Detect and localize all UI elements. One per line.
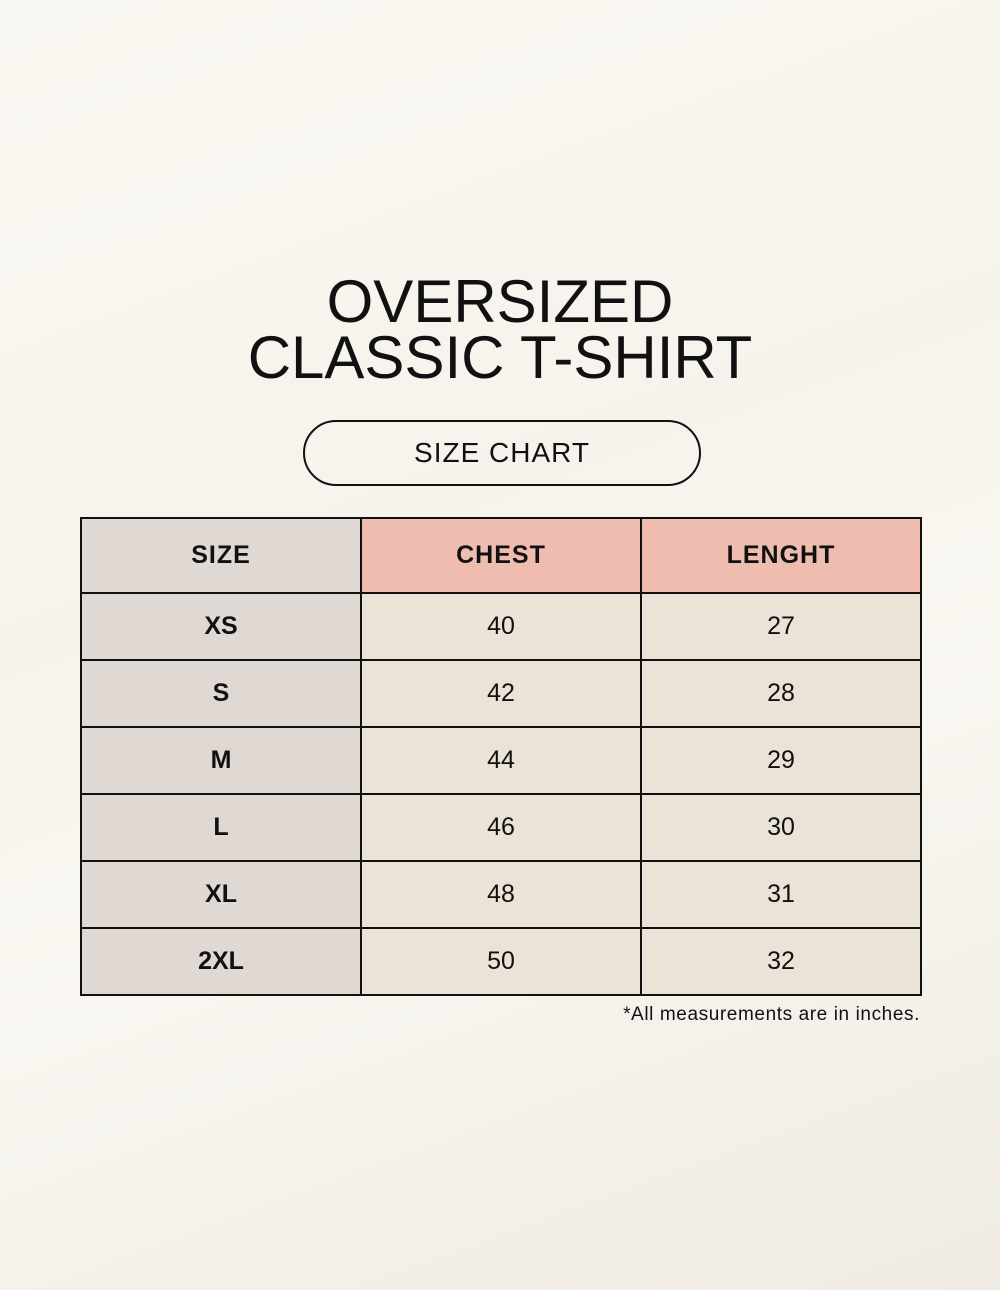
length-cell: 30 <box>640 793 922 862</box>
page-title: OVERSIZED CLASSIC T-SHIRT <box>0 268 1000 391</box>
table-header-row: SIZE CHEST LENGHT <box>80 517 922 594</box>
size-chart-table: SIZE CHEST LENGHT XS 40 27 S 42 28 M 44 29 L 46 30 X… <box>80 517 922 996</box>
chest-cell: 40 <box>360 592 642 661</box>
table-row: XS 40 27 <box>80 592 922 661</box>
header-chest: CHEST <box>360 517 642 594</box>
table-row: 2XL 50 32 <box>80 927 922 996</box>
size-cell: 2XL <box>80 927 362 996</box>
chest-cell: 42 <box>360 659 642 728</box>
length-cell: 28 <box>640 659 922 728</box>
length-cell: 29 <box>640 726 922 795</box>
size-cell: XS <box>80 592 362 661</box>
chest-cell: 44 <box>360 726 642 795</box>
table-row: XL 48 31 <box>80 860 922 929</box>
chest-cell: 46 <box>360 793 642 862</box>
chest-cell: 50 <box>360 927 642 996</box>
table-row: L 46 30 <box>80 793 922 862</box>
size-cell: M <box>80 726 362 795</box>
size-cell: L <box>80 793 362 862</box>
table-row: S 42 28 <box>80 659 922 728</box>
header-length: LENGHT <box>640 517 922 594</box>
header-size: SIZE <box>80 517 362 594</box>
title-line-1: OVERSIZED <box>326 268 674 335</box>
title-line-2: CLASSIC T-SHIRT <box>247 324 753 391</box>
chest-cell: 48 <box>360 860 642 929</box>
length-cell: 32 <box>640 927 922 996</box>
table-row: M 44 29 <box>80 726 922 795</box>
length-cell: 27 <box>640 592 922 661</box>
size-chart-label: SIZE CHART <box>303 420 701 486</box>
size-cell: S <box>80 659 362 728</box>
length-cell: 31 <box>640 860 922 929</box>
measurement-footnote: *All measurements are in inches. <box>623 1004 920 1025</box>
size-cell: XL <box>80 860 362 929</box>
